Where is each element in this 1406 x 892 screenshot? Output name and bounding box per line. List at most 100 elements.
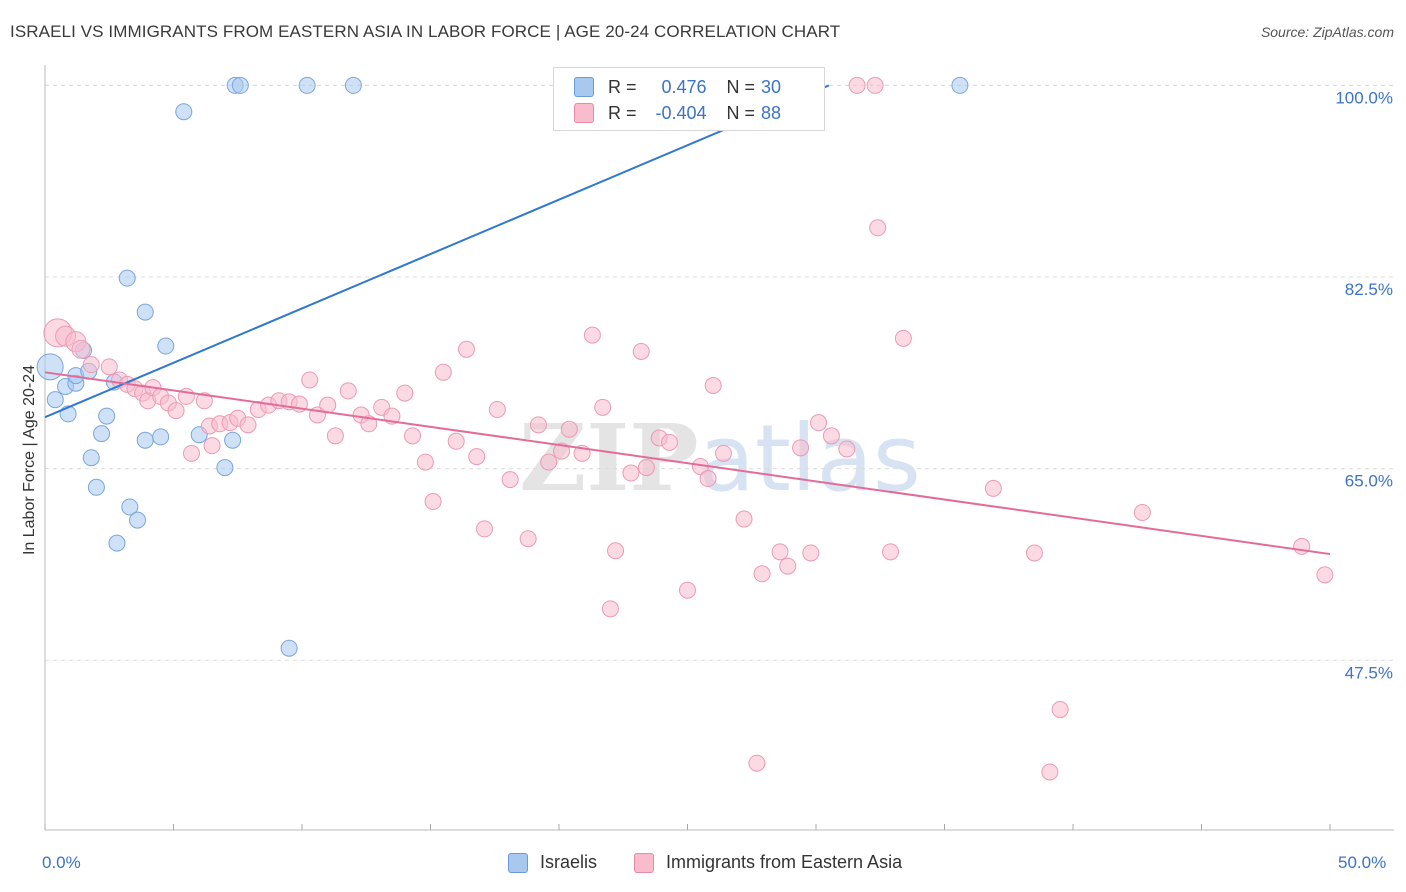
eastern-asia-point — [866, 76, 884, 94]
eastern-asia-point — [519, 530, 537, 548]
israeli-point — [82, 449, 100, 467]
eastern-asia-point — [416, 453, 434, 471]
israeli-point — [93, 425, 111, 443]
eastern-asia-point — [779, 557, 797, 575]
eastern-asia-point — [457, 340, 475, 358]
israeli-point — [344, 76, 362, 94]
eastern-asia-point — [792, 439, 810, 457]
legend-n-value: 88 — [761, 102, 782, 123]
x-axis-min-label: 0.0% — [42, 853, 81, 872]
eastern-asia-point — [679, 581, 696, 599]
eastern-asia-point — [714, 444, 732, 462]
legend-n-value: 30 — [761, 76, 782, 97]
eastern-asia-point — [339, 382, 357, 400]
israeli-point — [231, 76, 249, 94]
eastern-asia-point — [468, 448, 486, 466]
eastern-asia-point — [869, 219, 887, 237]
legend-r-label: R = — [608, 76, 637, 97]
series-legend-israelis: Israelis — [508, 852, 597, 873]
y-tick-label: 82.5% — [1345, 280, 1393, 299]
legend-row-eastern-asia: R = -0.404 N = 88 — [574, 102, 781, 124]
eastern-asia-point — [326, 427, 344, 445]
legend-r-value: -0.404 — [655, 102, 707, 123]
israeli-point — [136, 431, 154, 449]
correlation-legend: R = 0.476 N = 30 R = -0.404 N = 88 — [553, 67, 825, 131]
eastern-asia-point — [699, 470, 717, 488]
eastern-asia-point — [802, 544, 820, 562]
israeli-point — [129, 511, 147, 529]
eastern-asia-point — [553, 442, 571, 460]
eastern-asia-point — [501, 471, 519, 489]
eastern-asia-point — [594, 398, 612, 416]
eastern-asia-point — [1025, 544, 1043, 562]
legend-r-value: 0.476 — [661, 76, 707, 97]
eastern-asia-point — [167, 402, 185, 420]
eastern-asia-point — [560, 420, 578, 438]
eastern-asia-point — [637, 459, 655, 477]
eastern-asia-point — [984, 479, 1002, 497]
israeli-point — [136, 303, 154, 321]
eastern-asia-point — [661, 433, 679, 451]
series-swatch-eastern-asia — [634, 852, 654, 873]
source-label: Source: ZipAtlas.com — [1260, 24, 1394, 40]
eastern-asia-point — [540, 453, 558, 471]
legend-n-label: N = — [726, 76, 756, 97]
israeli-point — [98, 407, 116, 425]
y-tick-label: 65.0% — [1345, 472, 1393, 491]
israeli-point — [121, 498, 139, 516]
eastern-asia-point — [100, 358, 118, 376]
y-tick-label: 47.5% — [1345, 663, 1393, 682]
series-label-israelis: Israelis — [540, 852, 598, 872]
eastern-asia-trend-line — [44, 371, 1331, 556]
israeli-point — [36, 353, 64, 381]
series-legend: Israelis Immigrants from Eastern Asia — [0, 852, 1406, 878]
eastern-asia-point — [71, 339, 91, 359]
eastern-asia-point — [848, 76, 866, 94]
eastern-asia-point — [82, 356, 100, 374]
eastern-asia-point — [239, 416, 257, 434]
eastern-asia-point — [195, 392, 213, 410]
eastern-asia-point — [447, 432, 465, 450]
eastern-asia-point — [182, 444, 200, 462]
eastern-asia-point — [1133, 503, 1151, 521]
eastern-asia-point — [424, 493, 442, 511]
eastern-asia-point — [838, 440, 856, 458]
legend-swatch-eastern-asia — [574, 103, 594, 123]
series-swatch-israelis — [508, 852, 528, 873]
israeli-point — [157, 337, 175, 355]
eastern-asia-point — [601, 600, 619, 618]
eastern-asia-point — [771, 543, 789, 561]
israeli-point — [951, 76, 969, 94]
eastern-asia-point — [1293, 537, 1311, 555]
legend-n-label: N = — [726, 102, 756, 123]
eastern-asia-point — [882, 543, 900, 561]
israeli-point — [216, 459, 234, 477]
israeli-trend-line — [44, 84, 830, 419]
israeli-point — [46, 391, 64, 409]
eastern-asia-point — [529, 416, 547, 434]
israeli-point — [280, 639, 298, 657]
eastern-asia-point — [1051, 701, 1069, 719]
eastern-asia-point — [607, 542, 625, 560]
y-tick-label: 100.0% — [1335, 88, 1393, 107]
eastern-asia-point — [360, 415, 378, 433]
eastern-asia-point — [810, 414, 828, 432]
legend-r-label: R = — [608, 102, 637, 123]
eastern-asia-point — [434, 363, 452, 381]
eastern-asia-point — [1316, 566, 1334, 584]
eastern-asia-point — [404, 427, 422, 445]
eastern-asia-point — [475, 520, 493, 538]
eastern-asia-point — [488, 401, 506, 419]
eastern-asia-point — [396, 384, 414, 402]
eastern-asia-point — [301, 371, 319, 389]
series-label-eastern-asia: Immigrants from Eastern Asia — [666, 852, 903, 872]
eastern-asia-point — [748, 754, 766, 772]
y-axis-label: In Labor Force | Age 20-24 — [21, 364, 38, 556]
israeli-point — [175, 103, 193, 121]
eastern-asia-point — [753, 565, 771, 583]
eastern-asia-point — [632, 343, 650, 361]
eastern-asia-point — [822, 427, 840, 445]
israeli-point — [118, 269, 136, 287]
legend-row-israelis: R = 0.476 N = 30 — [574, 76, 781, 98]
